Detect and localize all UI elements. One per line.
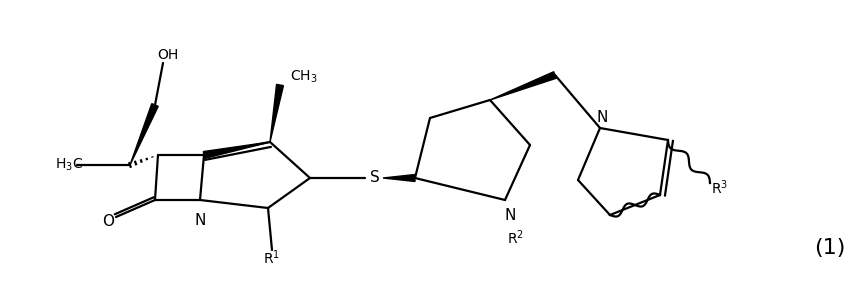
Text: $\mathregular{H_3C}$: $\mathregular{H_3C}$ [55,157,84,173]
Text: OH: OH [158,48,178,62]
Text: (1): (1) [815,238,846,258]
Text: $\mathregular{R^3}$: $\mathregular{R^3}$ [711,179,728,197]
Text: $\mathregular{R^1}$: $\mathregular{R^1}$ [263,249,281,267]
Polygon shape [203,142,270,158]
Text: N: N [505,208,516,222]
Polygon shape [383,174,415,181]
Text: N: N [597,110,608,125]
Text: S: S [370,170,380,185]
Text: N: N [195,213,206,228]
Text: O: O [102,214,114,230]
Polygon shape [270,84,283,142]
Polygon shape [490,72,556,100]
Text: $\mathregular{CH_3}$: $\mathregular{CH_3}$ [290,69,318,85]
Text: $\mathregular{R^2}$: $\mathregular{R^2}$ [506,229,523,247]
Polygon shape [130,104,158,165]
